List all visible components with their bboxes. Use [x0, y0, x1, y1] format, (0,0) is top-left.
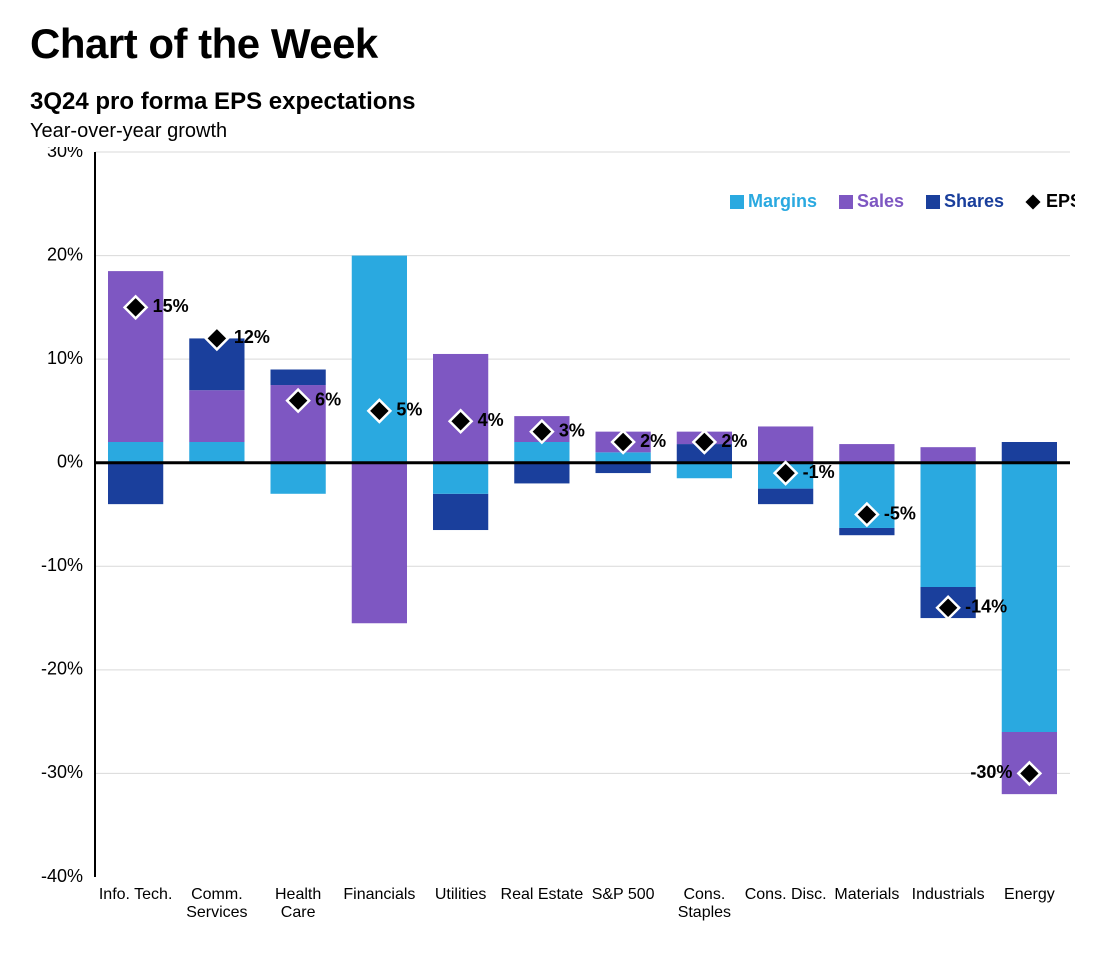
eps-value-label: 4% — [478, 410, 504, 430]
eps-value-label: 12% — [234, 327, 270, 347]
bar-segment-sales — [352, 463, 407, 624]
y-tick-label: 10% — [47, 348, 83, 368]
y-tick-label: -20% — [41, 659, 83, 679]
x-tick-label: Financials — [343, 886, 415, 903]
eps-value-label: 5% — [396, 400, 422, 420]
eps-value-label: -30% — [970, 762, 1012, 782]
chart-subsubtitle: Year-over-year growth — [30, 120, 1075, 143]
page-title: Chart of the Week — [30, 20, 1075, 68]
eps-value-label: -1% — [803, 462, 835, 482]
y-tick-label: -40% — [41, 866, 83, 886]
bar-segment-shares — [514, 463, 569, 484]
bar-segment-shares — [433, 494, 488, 530]
legend-swatch — [926, 195, 940, 209]
y-tick-label: 20% — [47, 244, 83, 264]
eps-chart: -40% -30% -20% -10% 0% 10% 20% 30% 15% 12% 6% 5% 4% 3… — [30, 147, 1075, 957]
bar-segment-sales — [433, 354, 488, 463]
y-tick-label: -30% — [41, 762, 83, 782]
page: Chart of the Week 3Q24 pro forma EPS exp… — [0, 0, 1105, 975]
x-tick-label: Staples — [678, 904, 731, 921]
bar-segment-shares — [1002, 442, 1057, 463]
eps-value-label: 3% — [559, 420, 585, 440]
bar-segment-margins — [514, 442, 569, 463]
x-tick-label: Industrials — [912, 886, 985, 903]
x-tick-label: Health — [275, 886, 321, 903]
bar-segment-margins — [677, 463, 732, 479]
bar-segment-margins — [433, 463, 488, 494]
legend-label: Shares — [944, 191, 1004, 211]
legend-label: Sales — [857, 191, 904, 211]
bar-segment-shares — [108, 463, 163, 504]
eps-value-label: 2% — [721, 431, 747, 451]
x-tick-label: Utilities — [435, 886, 487, 903]
x-tick-label: Cons. — [683, 886, 725, 903]
chart-container: -40% -30% -20% -10% 0% 10% 20% 30% 15% 12% 6% 5% 4% 3… — [30, 147, 1075, 957]
bar-segment-sales — [189, 390, 244, 442]
bar-segment-shares — [839, 528, 894, 535]
eps-value-label: 15% — [153, 296, 189, 316]
chart-subtitle: 3Q24 pro forma EPS expectations — [30, 88, 1075, 116]
bar-segment-margins — [271, 463, 326, 494]
bar-segment-shares — [271, 370, 326, 386]
y-tick-label: 0% — [57, 451, 83, 471]
y-tick-label: 30% — [47, 147, 83, 161]
x-tick-label: Materials — [834, 886, 899, 903]
x-tick-label: Energy — [1004, 886, 1055, 903]
bar-segment-margins — [189, 442, 244, 463]
legend-swatch — [730, 195, 744, 209]
legend-label: Margins — [748, 191, 817, 211]
bar-segment-sales — [758, 426, 813, 462]
bar-segment-sales — [921, 447, 976, 463]
x-tick-label: Comm. — [191, 886, 243, 903]
bar-segment-margins — [921, 463, 976, 587]
x-tick-label: Care — [281, 904, 316, 921]
eps-value-label: -5% — [884, 503, 916, 523]
eps-value-label: 6% — [315, 389, 341, 409]
eps-value-label: 2% — [640, 431, 666, 451]
bar-segment-sales — [839, 444, 894, 463]
legend-diamond — [1024, 193, 1042, 211]
x-tick-label: Services — [186, 904, 247, 921]
x-tick-label: Cons. Disc. — [745, 886, 827, 903]
x-tick-label: Real Estate — [501, 886, 584, 903]
y-tick-label: -10% — [41, 555, 83, 575]
legend-swatch — [839, 195, 853, 209]
bar-segment-shares — [758, 489, 813, 505]
bar-segment-shares — [596, 463, 651, 473]
legend-label: EPS — [1046, 191, 1075, 211]
bar-segment-margins — [352, 256, 407, 463]
bar-segment-margins — [1002, 463, 1057, 732]
eps-value-label: -14% — [965, 596, 1007, 616]
x-tick-label: Info. Tech. — [99, 886, 173, 903]
bar-segment-margins — [108, 442, 163, 463]
x-tick-label: S&P 500 — [592, 886, 655, 903]
